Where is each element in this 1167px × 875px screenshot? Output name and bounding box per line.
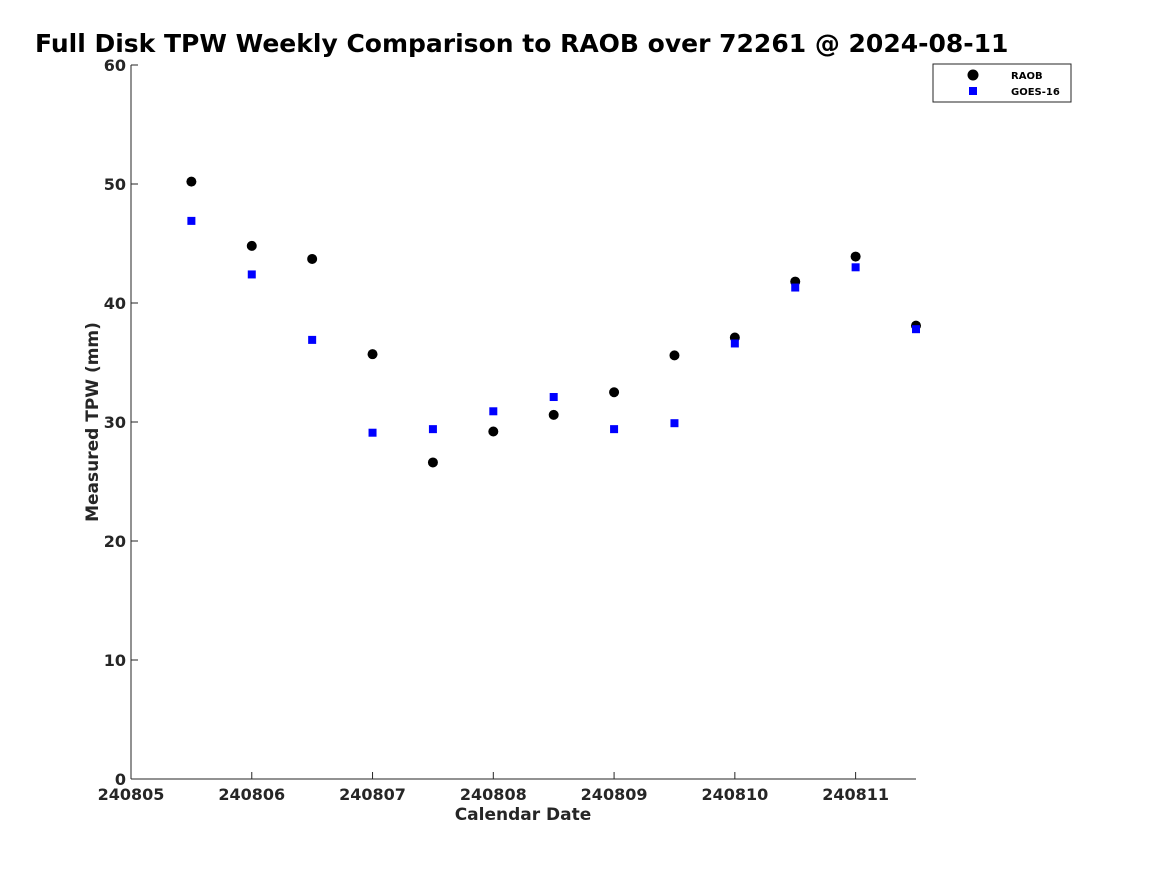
y-tick-label: 10 [104, 651, 126, 670]
legend: RAOB GOES-16 [932, 63, 1072, 103]
point-raob [246, 240, 257, 251]
x-tick-label: 240806 [218, 785, 285, 804]
legend-marker-raob [967, 69, 979, 81]
point-goes-16 [247, 270, 256, 279]
point-raob [669, 350, 680, 361]
point-goes-16 [670, 419, 679, 428]
x-axis-label: Calendar Date [455, 805, 592, 825]
point-goes-16 [428, 425, 437, 434]
point-raob [488, 426, 499, 437]
point-goes-16 [610, 425, 619, 434]
point-raob [609, 387, 620, 398]
legend-items: RAOB GOES-16 [967, 69, 1060, 98]
legend-box [932, 63, 1072, 103]
point-goes-16 [730, 339, 739, 348]
point-raob [850, 251, 861, 262]
chart-title: Full Disk TPW Weekly Comparison to RAOB … [35, 29, 1008, 58]
legend-label-raob: RAOB [1011, 71, 1043, 82]
point-goes-16 [549, 393, 558, 402]
point-raob [367, 349, 378, 360]
legend-label-goes-16: GOES-16 [1011, 87, 1060, 98]
point-goes-16 [791, 283, 800, 292]
x-tick-label: 240811 [822, 785, 889, 804]
x-tick-label: 240810 [701, 785, 768, 804]
y-ticks: 0 10 20 30 40 50 60 [104, 56, 138, 789]
y-tick-label: 20 [104, 532, 126, 551]
point-goes-16 [368, 428, 377, 437]
x-ticks: 240805 240806 240807 240808 240809 240810 2408… [98, 772, 889, 804]
x-tick-label: 240805 [98, 785, 165, 804]
point-goes-16 [187, 216, 196, 225]
y-tick-label: 50 [104, 175, 126, 194]
x-tick-label: 240807 [339, 785, 406, 804]
y-tick-label: 40 [104, 294, 126, 313]
point-goes-16 [912, 325, 920, 334]
y-tick-label: 60 [104, 56, 126, 75]
legend-marker-goes-16 [969, 87, 977, 95]
y-tick-label: 0 [115, 770, 126, 789]
x-tick-label: 240808 [460, 785, 527, 804]
point-raob [307, 253, 318, 264]
point-goes-16 [489, 407, 498, 416]
y-tick-label: 30 [104, 413, 126, 432]
x-tick-label: 240809 [581, 785, 648, 804]
point-goes-16 [308, 335, 317, 344]
point-goes-16 [851, 263, 860, 272]
y-axis-label: Measured TPW (mm) [83, 322, 103, 522]
point-raob [427, 457, 438, 468]
data-points [186, 176, 921, 468]
point-raob [548, 409, 559, 420]
point-raob [186, 176, 197, 187]
